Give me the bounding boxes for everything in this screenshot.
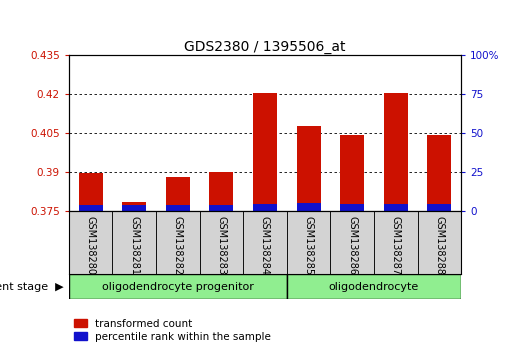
Text: oligodendrocyte: oligodendrocyte	[329, 282, 419, 292]
Text: GSM138281: GSM138281	[129, 216, 139, 275]
Text: oligodendrocyte progenitor: oligodendrocyte progenitor	[102, 282, 254, 292]
FancyBboxPatch shape	[112, 211, 156, 274]
Text: GSM138288: GSM138288	[434, 216, 444, 275]
FancyBboxPatch shape	[287, 211, 330, 274]
Bar	[253, 92, 277, 211]
Bar	[427, 135, 452, 211]
Legend: transformed count, percentile rank within the sample: transformed count, percentile rank withi…	[74, 319, 271, 342]
Text: GSM138285: GSM138285	[304, 216, 314, 275]
Bar	[209, 205, 233, 211]
Bar	[297, 126, 321, 211]
Bar	[384, 92, 408, 211]
Title: GDS2380 / 1395506_at: GDS2380 / 1395506_at	[184, 40, 346, 54]
Bar	[122, 205, 146, 211]
Bar	[209, 172, 233, 211]
Bar	[79, 173, 103, 211]
Bar	[122, 201, 146, 211]
Text: GSM138284: GSM138284	[260, 216, 270, 275]
FancyBboxPatch shape	[243, 211, 287, 274]
FancyBboxPatch shape	[374, 211, 418, 274]
FancyBboxPatch shape	[200, 211, 243, 274]
FancyBboxPatch shape	[287, 274, 461, 299]
FancyBboxPatch shape	[418, 211, 461, 274]
Text: GSM138287: GSM138287	[391, 216, 401, 275]
Bar	[427, 204, 452, 211]
Bar	[79, 205, 103, 211]
Bar	[297, 203, 321, 211]
Bar	[253, 204, 277, 211]
FancyBboxPatch shape	[69, 211, 112, 274]
Text: development stage  ▶: development stage ▶	[0, 282, 64, 292]
FancyBboxPatch shape	[69, 274, 287, 299]
FancyBboxPatch shape	[330, 211, 374, 274]
Text: GSM138286: GSM138286	[347, 216, 357, 275]
Text: GSM138282: GSM138282	[173, 216, 183, 275]
Bar	[166, 177, 190, 211]
Bar	[340, 135, 364, 211]
Text: GSM138283: GSM138283	[216, 216, 226, 275]
Bar	[384, 204, 408, 211]
Bar	[166, 205, 190, 211]
Bar	[340, 204, 364, 211]
FancyBboxPatch shape	[156, 211, 200, 274]
Text: GSM138280: GSM138280	[86, 216, 96, 275]
